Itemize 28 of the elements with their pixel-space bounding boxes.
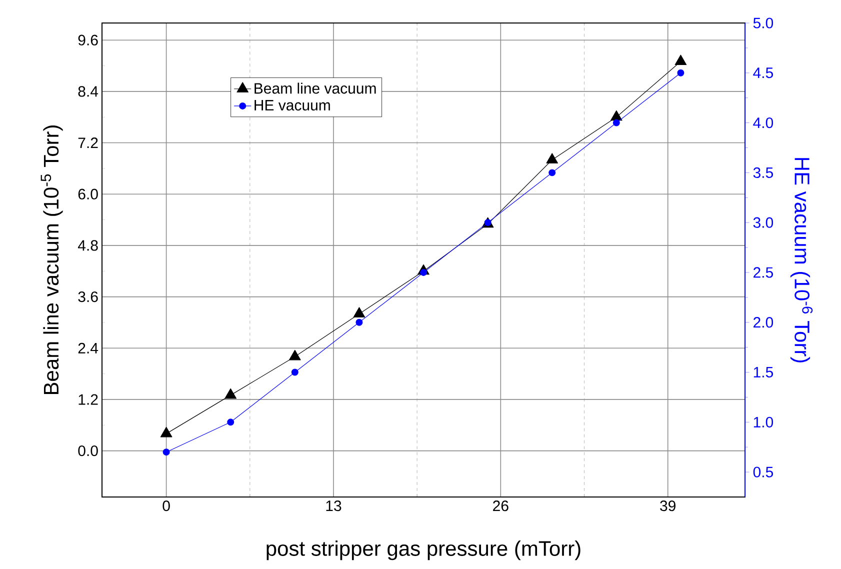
x-tick-label: 39 xyxy=(660,500,676,512)
y2-tick-label: 1.0 xyxy=(754,416,774,428)
y-tick-label: 3.6 xyxy=(78,291,98,302)
y-tick-label: 2.4 xyxy=(78,342,98,354)
y-axis-title: Beam line vacuum (10$^{-5}$ Torr) xyxy=(40,126,63,394)
x-tick-label: 0 xyxy=(162,500,170,512)
y-tick-label: 4.8 xyxy=(78,240,98,251)
x-tick-label: 26 xyxy=(493,500,508,512)
y2-tick-label: 3.0 xyxy=(753,217,774,228)
y-tick-label: 7.2 xyxy=(78,138,98,148)
y2-tick-label: 3.5 xyxy=(753,167,774,178)
legend-label: Beam line vacuum xyxy=(254,82,376,94)
y-tick-label: 1.2 xyxy=(78,394,98,405)
y-tick-label: 0.0 xyxy=(78,445,98,456)
y2-tick-label: 4.5 xyxy=(753,68,774,78)
y2-tick-label: 2.0 xyxy=(754,317,774,328)
y-tick-label: 6.0 xyxy=(78,188,98,200)
x-tick-label: 13 xyxy=(326,500,342,512)
legend-label: HE vacuum xyxy=(254,100,330,111)
y-tick-label: 8.4 xyxy=(78,86,98,97)
y2-tick-label: 2.5 xyxy=(754,267,774,278)
x-axis-title: post stripper gas pressure (mTorr) xyxy=(266,540,580,560)
y2-tick-label: 0.5 xyxy=(753,466,774,478)
y2-axis-title: HE vacuum (10$^{-6}$ Torr) xyxy=(790,158,813,362)
y-tick-label: 9.6 xyxy=(78,34,98,46)
y2-tick-label: 1.5 xyxy=(754,367,774,378)
y2-tick-label: 4.0 xyxy=(753,117,774,128)
y2-tick-label: 5.0 xyxy=(753,18,774,28)
